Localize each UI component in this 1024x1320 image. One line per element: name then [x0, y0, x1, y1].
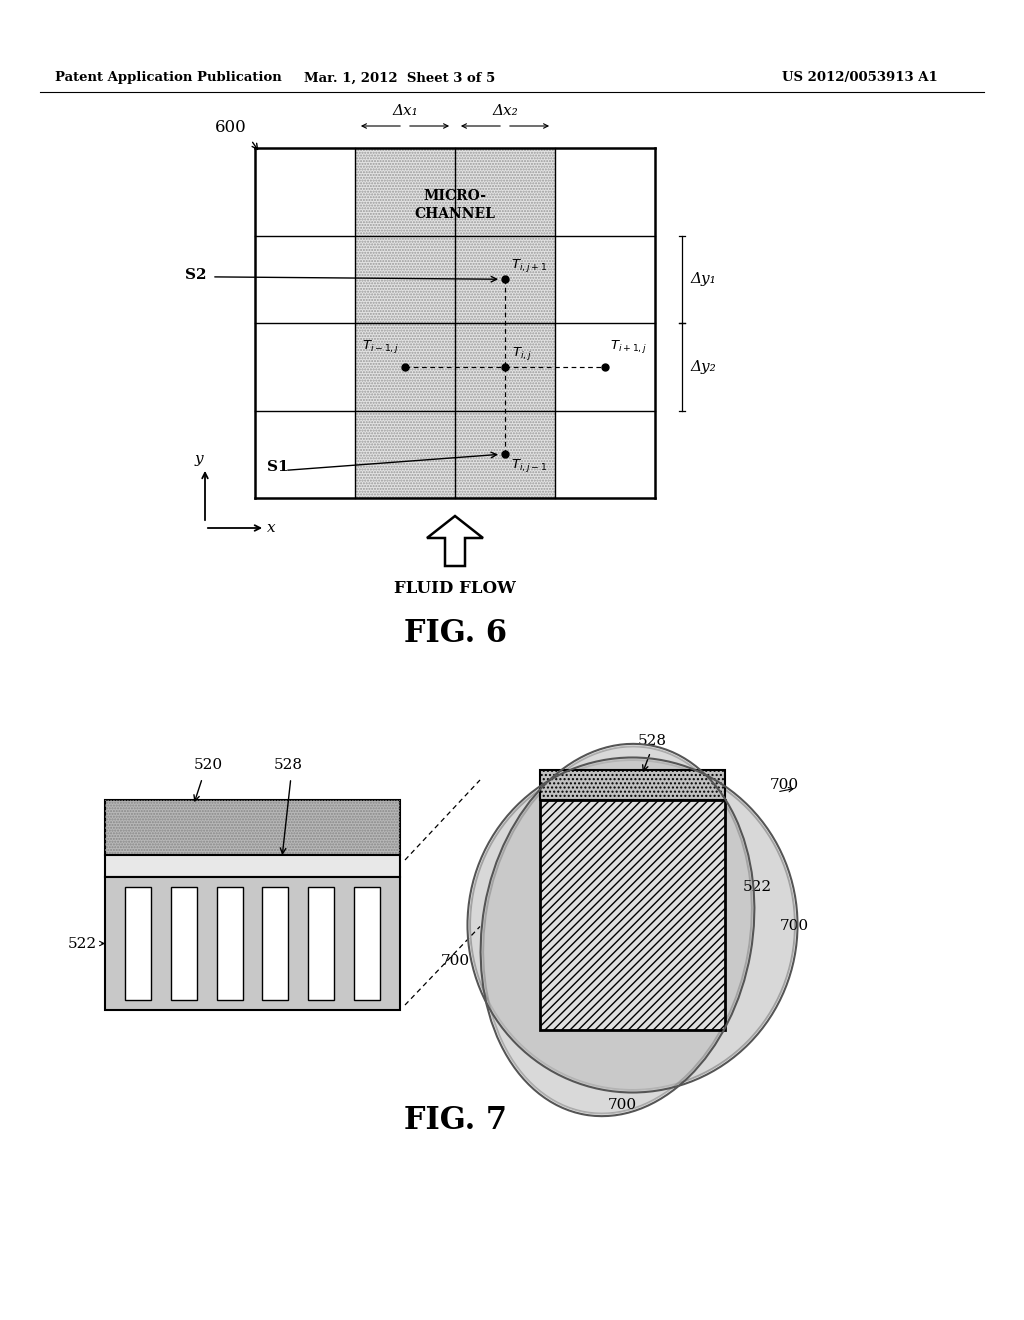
- Text: Δx₂: Δx₂: [493, 104, 518, 117]
- Bar: [308, 887, 334, 1001]
- Ellipse shape: [483, 746, 752, 1114]
- Bar: [262, 887, 289, 1001]
- Text: y: y: [195, 451, 204, 466]
- Text: 700: 700: [780, 920, 809, 933]
- Bar: [105, 876, 400, 1010]
- Text: $T_{i-1,j}$: $T_{i-1,j}$: [361, 338, 399, 355]
- Text: 700: 700: [608, 1098, 637, 1111]
- Text: Δy₁: Δy₁: [690, 272, 716, 286]
- Text: 700: 700: [770, 777, 799, 792]
- Text: FIG. 7: FIG. 7: [403, 1105, 507, 1137]
- Bar: [171, 887, 197, 1001]
- Bar: [105, 800, 400, 855]
- Bar: [540, 800, 725, 1030]
- Text: $T_{i+1,j}$: $T_{i+1,j}$: [610, 338, 647, 355]
- Text: Patent Application Publication: Patent Application Publication: [55, 71, 282, 84]
- Bar: [125, 887, 151, 1001]
- Text: 522: 522: [68, 936, 97, 950]
- Text: S1: S1: [267, 461, 289, 474]
- Text: $T_{i,j+1}$: $T_{i,j+1}$: [511, 257, 548, 275]
- Bar: [540, 770, 725, 800]
- Text: 520: 520: [194, 758, 223, 772]
- Text: FLUID FLOW: FLUID FLOW: [394, 579, 516, 597]
- Text: Δx₁: Δx₁: [392, 104, 418, 117]
- Text: $T_{i,j-1}$: $T_{i,j-1}$: [511, 457, 548, 474]
- Text: Δy₂: Δy₂: [690, 360, 716, 374]
- Bar: [354, 887, 380, 1001]
- Text: 600: 600: [215, 119, 247, 136]
- Text: 700: 700: [440, 954, 470, 968]
- Text: 522: 522: [743, 880, 772, 895]
- Text: FIG. 6: FIG. 6: [403, 618, 507, 649]
- Bar: [355, 148, 555, 498]
- Bar: [105, 800, 400, 855]
- Polygon shape: [427, 516, 483, 566]
- Text: 528: 528: [273, 758, 302, 772]
- Text: US 2012/0053913 A1: US 2012/0053913 A1: [782, 71, 938, 84]
- Text: MICRO-
CHANNEL: MICRO- CHANNEL: [415, 189, 496, 220]
- Text: $T_{i,j}$: $T_{i,j}$: [512, 345, 532, 362]
- Text: x: x: [267, 521, 275, 535]
- Text: Mar. 1, 2012  Sheet 3 of 5: Mar. 1, 2012 Sheet 3 of 5: [304, 71, 496, 84]
- Bar: [105, 855, 400, 876]
- Bar: [355, 148, 555, 498]
- Ellipse shape: [470, 760, 795, 1090]
- Text: 528: 528: [638, 734, 667, 748]
- Text: S2: S2: [185, 268, 207, 282]
- Bar: [216, 887, 243, 1001]
